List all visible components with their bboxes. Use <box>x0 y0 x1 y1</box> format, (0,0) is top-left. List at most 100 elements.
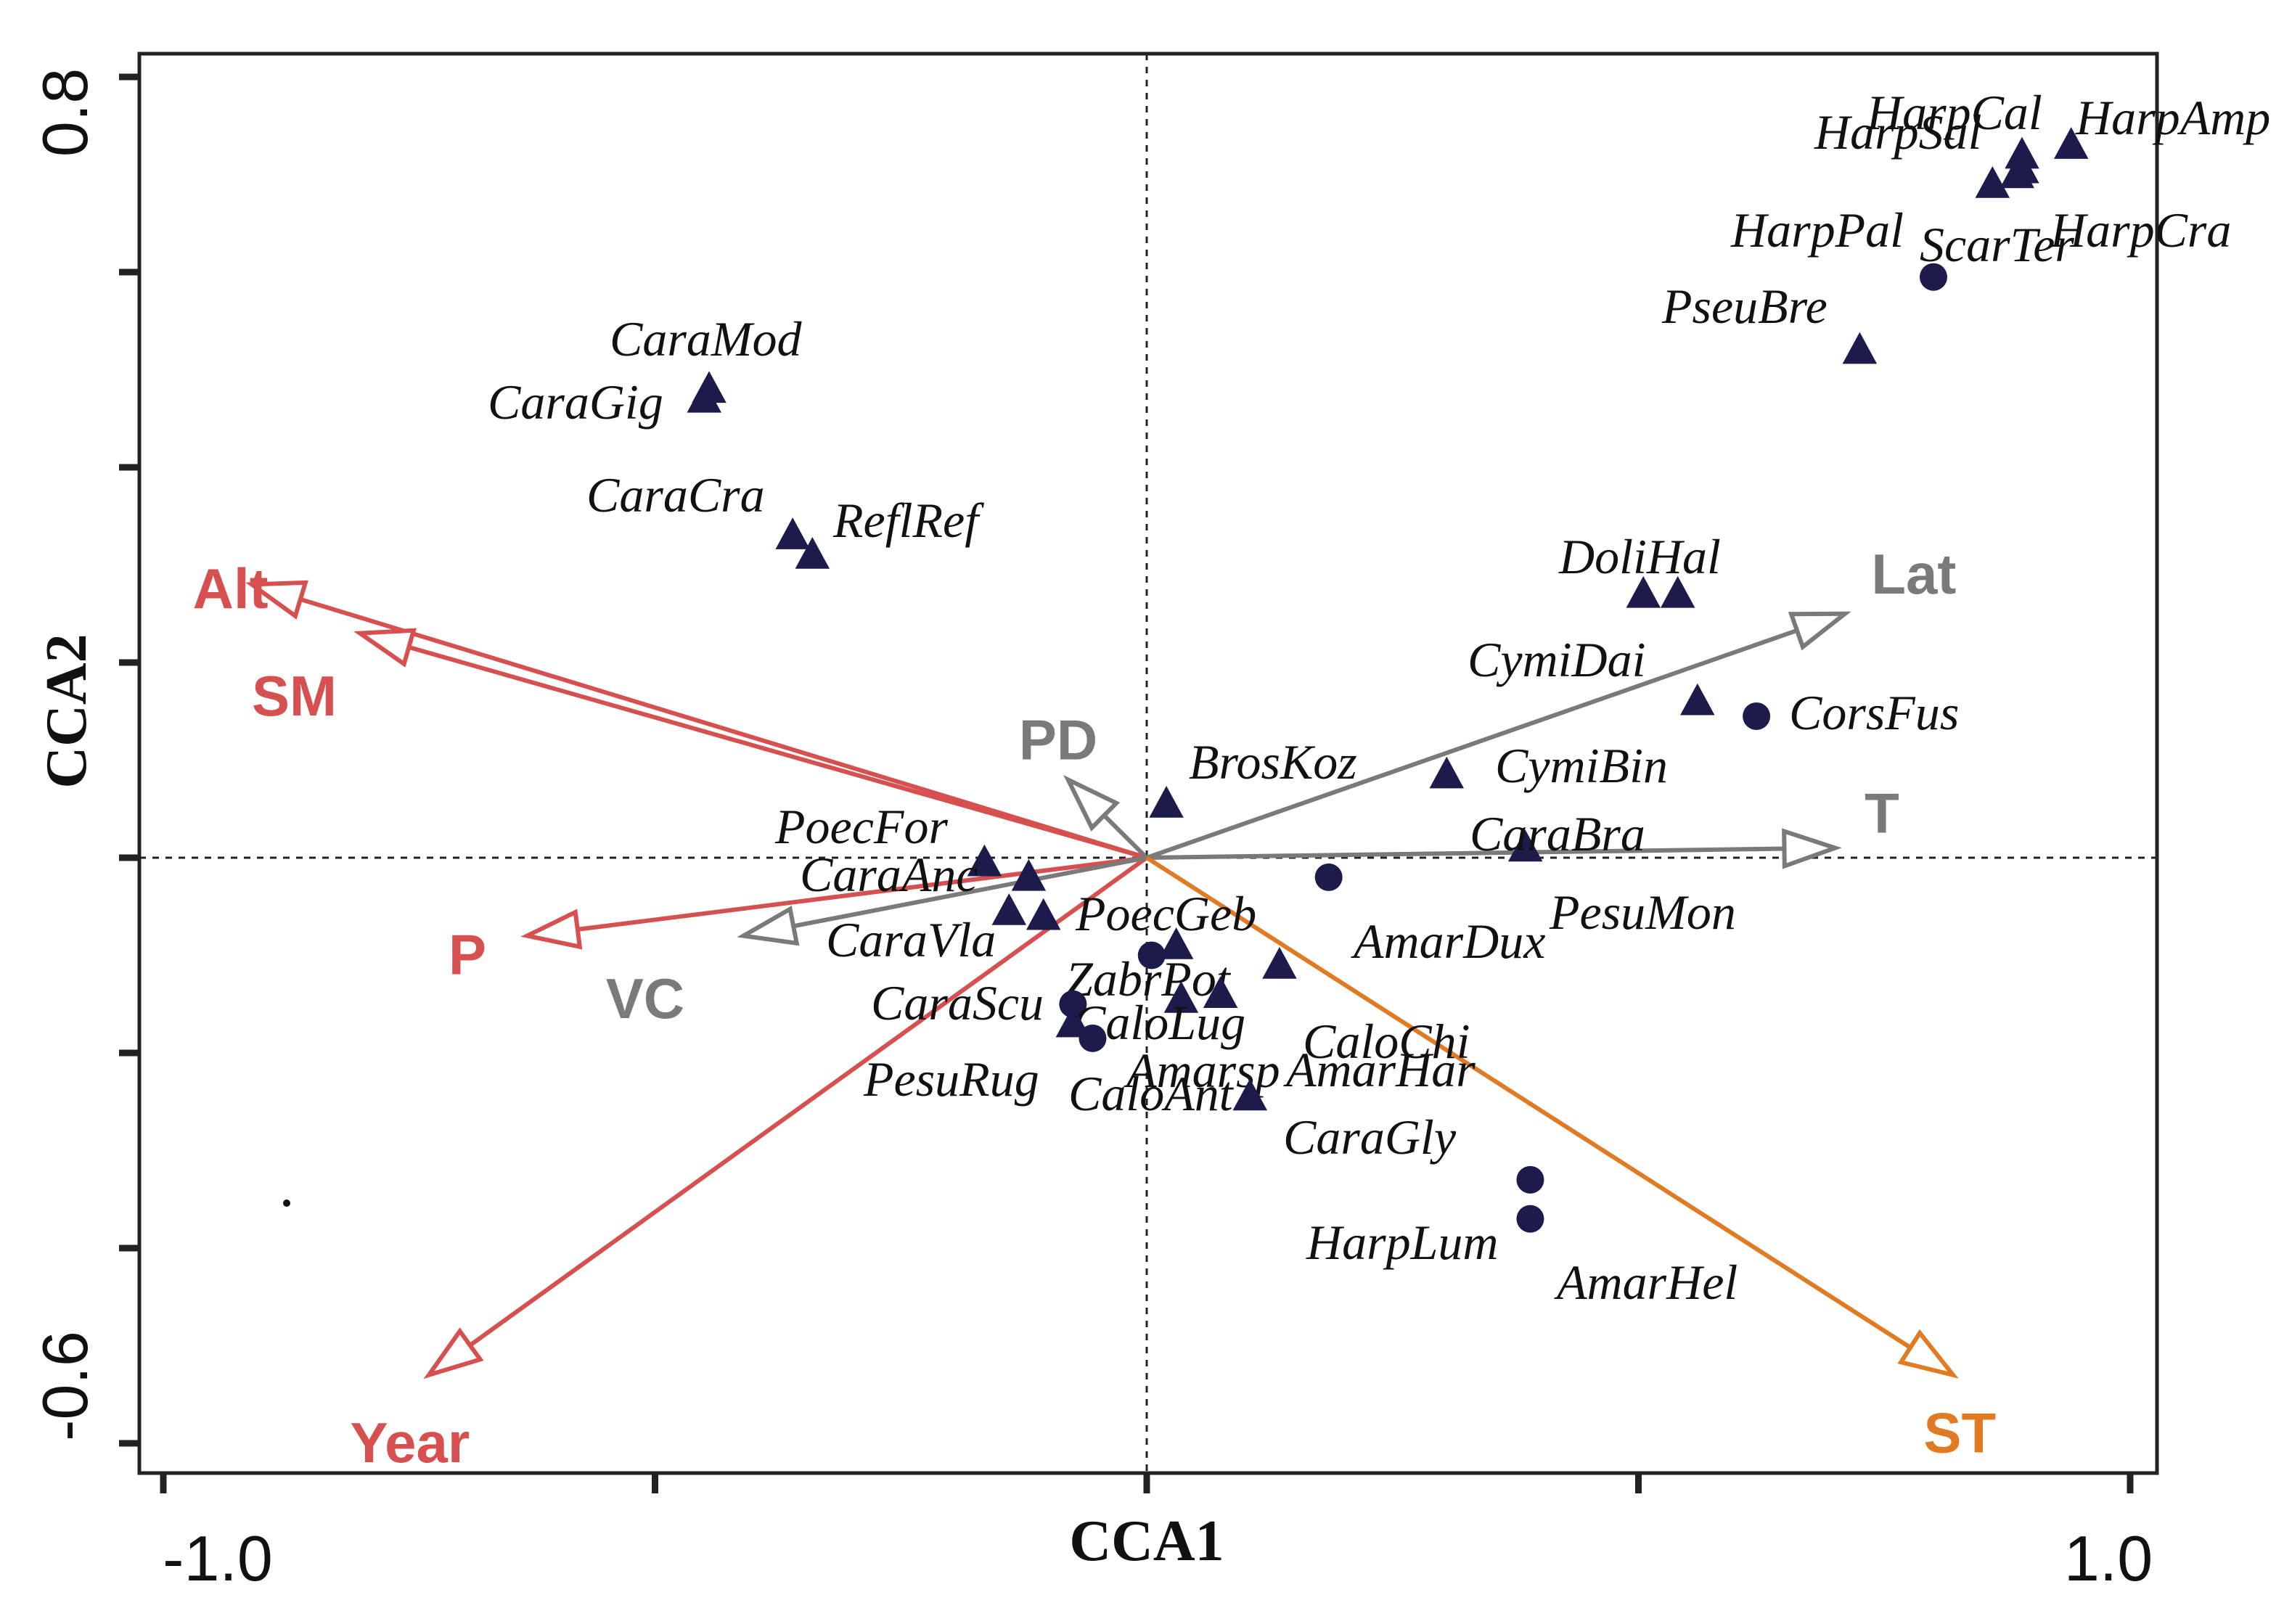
species-marker-unlabeled-14 <box>1660 575 1695 608</box>
x-tick-label-min: -1.0 <box>163 1522 273 1594</box>
species-label-harpcra: HarpCra <box>2050 202 2231 258</box>
species-label-harpamp: HarpAmp <box>2075 90 2270 145</box>
vector-p-arrowhead <box>520 909 583 950</box>
species-label-harppal: HarpPal <box>1730 202 1904 258</box>
species-marker-harpsal <box>1975 165 2010 198</box>
species-label-zabrpot: ZabrPot <box>1065 951 1232 1006</box>
species-label-reflref: ReflRef <box>832 493 984 548</box>
species-label-pesumon: PesuMon <box>1549 885 1736 940</box>
species-marker-poecfor <box>967 844 1002 877</box>
vector-vc-line <box>793 856 1147 929</box>
species-label-cymidai: CymiDai <box>1468 632 1646 687</box>
species-marker-carabra <box>1507 829 1543 862</box>
vector-t-line <box>1146 846 1785 860</box>
vector-label-p: P <box>449 923 486 987</box>
species-marker-pesumon <box>1314 863 1343 891</box>
vector-lat-arrowhead <box>1788 611 1851 651</box>
x-axis-title: CCA1 <box>1069 1509 1224 1573</box>
species-marker-scarter <box>1920 263 1947 291</box>
species-marker-poecgeb <box>1158 927 1194 959</box>
species-label-amardux: AmarDux <box>1351 914 1545 969</box>
species-label-broskoz: BrosKoz <box>1189 734 1357 790</box>
species-marker-calolug <box>1163 981 1199 1013</box>
species-marker-pesurug <box>1055 1005 1091 1038</box>
vector-label-pd: PD <box>1019 708 1097 772</box>
species-marker-unlabeled-4 <box>2000 156 2034 189</box>
vector-label-sm: SM <box>252 664 337 728</box>
vector-alt-arrowhead <box>245 580 309 620</box>
vector-st-line <box>1145 856 1912 1350</box>
vector-label-st: ST <box>1923 1401 1996 1465</box>
vector-label-alt: Alt <box>193 557 269 620</box>
environmental-vectors: Alt SM P Year VC PD Lat T ST <box>193 542 1996 1475</box>
species-marker-caraanc <box>1011 858 1047 891</box>
species-label-calochi: CaloChi <box>1303 1014 1470 1069</box>
y-tick-label-min: -0.6 <box>29 1331 101 1441</box>
vector-year-arrowhead <box>423 1327 484 1379</box>
species-marker-caragly <box>1232 1078 1268 1111</box>
species-label-carabra: CaraBra <box>1470 806 1645 861</box>
species-marker-pseubre <box>1842 332 1878 364</box>
species-marker-broskoz <box>1149 786 1184 818</box>
species-label-caraanc: CaraAnc <box>800 847 978 902</box>
species-label-dolihal: DoliHal <box>1558 529 1721 584</box>
species-points: HarpCal HarpAmp HarpSal HarpPal HarpCraScarT… <box>488 85 2270 1310</box>
stray-dot <box>283 1199 290 1207</box>
species-label-caramod: CaraMod <box>610 311 802 366</box>
species-marker-caragig <box>687 380 721 413</box>
vector-alt-line <box>300 596 1147 860</box>
species-label-amarhel: AmarHel <box>1554 1255 1738 1310</box>
species-label-poecfor: PoecFor <box>774 799 948 854</box>
vector-pd-arrowhead <box>1063 774 1121 832</box>
species-marker-caracra <box>775 517 810 549</box>
vector-lat-line <box>1146 628 1798 860</box>
vector-st-arrowhead <box>1897 1329 1959 1379</box>
vector-t-arrowhead <box>1782 828 1842 869</box>
species-marker-reflref <box>795 537 830 569</box>
vector-vc-arrowhead <box>737 906 800 946</box>
species-marker-amardux <box>1262 946 1297 979</box>
species-label-cymibin: CymiBin <box>1495 738 1668 793</box>
species-marker-harpamp <box>2053 127 2089 159</box>
species-marker-amarsp <box>1079 1024 1107 1052</box>
y-tick-label-max: 0.8 <box>29 68 101 157</box>
species-marker-cymibin <box>1429 756 1465 789</box>
species-label-harpcal: HarpCal <box>1866 85 2042 140</box>
vector-p-line <box>577 856 1147 932</box>
species-marker-unlabeled-30 <box>1203 976 1238 1009</box>
vector-year-line <box>468 856 1148 1348</box>
species-label-amarhar: AmarHar <box>1283 1042 1476 1097</box>
species-label-poecgeb: PoecGeb <box>1075 886 1256 941</box>
species-label-harpsal: HarpSal <box>1814 104 1981 160</box>
species-label-caracra: CaraCra <box>586 467 765 522</box>
species-label-caloant: CaloAnt <box>1068 1066 1235 1121</box>
vector-label-t: T <box>1865 781 1899 845</box>
vector-pd-line <box>1102 813 1149 860</box>
vector-sm-line <box>408 644 1147 860</box>
species-label-caragly: CaraGly <box>1283 1110 1457 1165</box>
species-label-scarter: ScarTer <box>1920 217 2074 272</box>
species-label-corsfus: CorsFus <box>1789 685 1959 740</box>
species-label-pesurug: PesuRug <box>863 1051 1039 1107</box>
species-marker-harplum <box>1516 1165 1544 1194</box>
species-marker-zabrpot <box>1137 941 1166 969</box>
vector-label-lat: Lat <box>1871 542 1956 606</box>
species-label-harplum: HarpLum <box>1306 1215 1499 1270</box>
species-marker-corsfus <box>1743 702 1771 730</box>
species-label-carascu: CaraScu <box>871 975 1044 1030</box>
species-marker-dolihal <box>1626 575 1661 608</box>
species-marker-amarhel <box>1516 1205 1544 1233</box>
species-marker-unlabeled-24 <box>1026 898 1061 930</box>
y-axis-title: CCA2 <box>35 633 99 788</box>
species-label-caravla: CaraVla <box>826 912 996 967</box>
species-label-caragig: CaraGig <box>488 374 663 430</box>
axis-ticks <box>119 73 2134 1493</box>
x-tick-label-max: 1.0 <box>2064 1522 2153 1594</box>
species-marker-carascu <box>1059 990 1087 1018</box>
species-label-pseubre: PseuBre <box>1661 279 1828 334</box>
vector-sm-arrowhead <box>353 628 417 668</box>
vector-label-year: Year <box>350 1411 470 1475</box>
species-marker-cymidai <box>1680 683 1715 715</box>
species-marker-caravla <box>991 893 1027 925</box>
vector-label-vc: VC <box>606 967 684 1030</box>
